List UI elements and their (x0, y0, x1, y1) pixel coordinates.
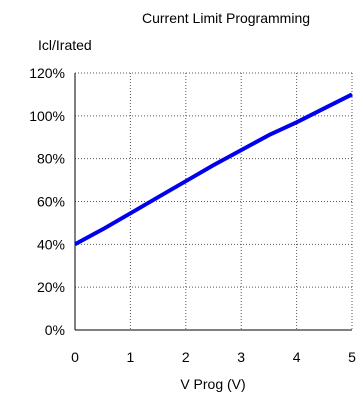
y-tick-label: 100% (29, 108, 65, 124)
x-tick-label: 2 (182, 349, 190, 365)
y-tick-label: 120% (29, 65, 65, 81)
y-axis-label: Icl/Irated (38, 37, 92, 53)
series-group (74, 92, 353, 247)
y-tick-label: 80% (37, 151, 65, 167)
x-tick-labels: 0 1 2 3 4 5 (71, 349, 356, 365)
x-tick-label: 0 (71, 349, 79, 365)
y-tick-label: 60% (37, 194, 65, 210)
x-tick-label: 1 (127, 349, 135, 365)
x-tick-label: 3 (237, 349, 245, 365)
x-tick-label: 4 (293, 349, 301, 365)
y-tick-label: 40% (37, 236, 65, 252)
chart-title: Current Limit Programming (142, 10, 310, 26)
x-axis-label: V Prog (V) (180, 376, 245, 392)
y-tick-labels: 0% 20% 40% 60% 80% 100% 120% (29, 65, 65, 338)
y-tick-label: 0% (45, 322, 65, 338)
y-tick-label: 20% (37, 279, 65, 295)
x-tick-label: 5 (348, 349, 356, 365)
series-line (74, 92, 353, 247)
plot-frame (74, 73, 352, 331)
grid-lines (75, 72, 353, 330)
